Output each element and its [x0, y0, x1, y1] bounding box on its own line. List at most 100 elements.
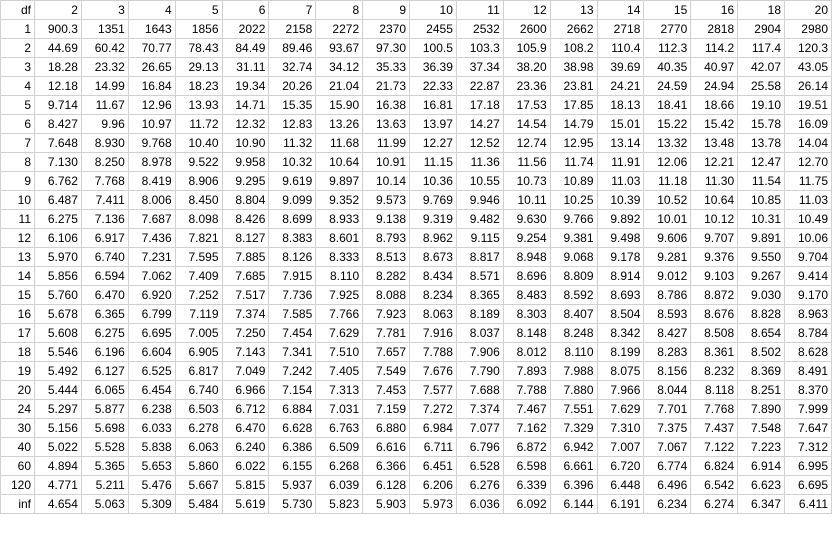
- cell: 6.033: [128, 419, 175, 438]
- cell: 9.958: [222, 153, 269, 172]
- cell: 8.012: [503, 343, 550, 362]
- cell: 5.156: [35, 419, 82, 438]
- cell: 7.405: [316, 362, 363, 381]
- cell: 97.30: [363, 39, 410, 58]
- table-row: 68.4279.9610.9711.7212.3212.8313.2613.63…: [1, 115, 832, 134]
- cell: 6.487: [35, 191, 82, 210]
- cell: 14.79: [550, 115, 597, 134]
- cell: 5.653: [128, 457, 175, 476]
- stat-table: df 23456789101112131415161820 1900.31351…: [0, 0, 832, 514]
- cell: 6.036: [456, 495, 503, 514]
- cell: 10.11: [503, 191, 550, 210]
- cell: 7.272: [410, 400, 457, 419]
- cell: 38.20: [503, 58, 550, 77]
- cell: 18.66: [691, 96, 738, 115]
- cell: 6.339: [503, 476, 550, 495]
- cell: 8.906: [175, 172, 222, 191]
- cell: 100.5: [410, 39, 457, 58]
- cell: 7.685: [222, 267, 269, 286]
- col-header: 12: [503, 1, 550, 20]
- header-row: df 23456789101112131415161820: [1, 1, 832, 20]
- cell: 6.065: [81, 381, 128, 400]
- cell: 6.995: [785, 457, 832, 476]
- cell: 2370: [363, 20, 410, 39]
- cell: 7.657: [363, 343, 410, 362]
- cell: 20.26: [269, 77, 316, 96]
- row-header: 7: [1, 134, 35, 153]
- cell: 900.3: [35, 20, 82, 39]
- cell: 120.3: [785, 39, 832, 58]
- row-header: 9: [1, 172, 35, 191]
- col-header: 7: [269, 1, 316, 20]
- table-row: 145.8566.5947.0627.4097.6857.9158.1108.2…: [1, 267, 832, 286]
- cell: 6.274: [691, 495, 738, 514]
- cell: 14.27: [456, 115, 503, 134]
- cell: 1643: [128, 20, 175, 39]
- cell: 60.42: [81, 39, 128, 58]
- cell: 8.828: [738, 305, 785, 324]
- cell: 42.07: [738, 58, 785, 77]
- cell: 11.03: [597, 172, 644, 191]
- cell: 6.448: [597, 476, 644, 495]
- cell: 7.374: [222, 305, 269, 324]
- cell: 7.231: [128, 248, 175, 267]
- cell: 6.106: [35, 229, 82, 248]
- cell: 9.103: [691, 267, 738, 286]
- cell: 7.467: [503, 400, 550, 419]
- cell: 5.815: [222, 476, 269, 495]
- cell: 17.18: [456, 96, 503, 115]
- cell: 5.546: [35, 343, 82, 362]
- cell: 8.251: [738, 381, 785, 400]
- cell: 15.42: [691, 115, 738, 134]
- cell: 9.012: [644, 267, 691, 286]
- cell: 6.240: [222, 438, 269, 457]
- cell: 9.897: [316, 172, 363, 191]
- cell: 8.063: [410, 305, 457, 324]
- cell: 9.768: [128, 134, 175, 153]
- cell: 5.619: [222, 495, 269, 514]
- cell: 15.78: [738, 115, 785, 134]
- cell: 7.701: [644, 400, 691, 419]
- cell: 5.838: [128, 438, 175, 457]
- cell: 10.90: [222, 134, 269, 153]
- cell: 13.26: [316, 115, 363, 134]
- cell: 6.128: [363, 476, 410, 495]
- cell: 5.937: [269, 476, 316, 495]
- cell: 10.52: [644, 191, 691, 210]
- table-row: 318.2823.3226.6529.1331.1132.7434.1235.3…: [1, 58, 832, 77]
- cell: 7.893: [503, 362, 550, 381]
- cell: 6.720: [597, 457, 644, 476]
- cell: 9.619: [269, 172, 316, 191]
- cell: 7.595: [175, 248, 222, 267]
- cell: 9.892: [597, 210, 644, 229]
- cell: 6.039: [316, 476, 363, 495]
- cell: 6.880: [363, 419, 410, 438]
- cell: 7.005: [175, 324, 222, 343]
- cell: 6.984: [410, 419, 457, 438]
- cell: 14.99: [81, 77, 128, 96]
- cell: 15.22: [644, 115, 691, 134]
- cell: 7.007: [597, 438, 644, 457]
- table-row: 116.2757.1367.6878.0988.4268.6998.9339.1…: [1, 210, 832, 229]
- row-header: 19: [1, 362, 35, 381]
- table-row: 405.0225.5285.8386.0636.2406.3866.5096.6…: [1, 438, 832, 457]
- cell: 10.25: [550, 191, 597, 210]
- row-header: 20: [1, 381, 35, 400]
- cell: 7.411: [81, 191, 128, 210]
- cell: 8.118: [691, 381, 738, 400]
- cell: 6.509: [316, 438, 363, 457]
- cell: 11.54: [738, 172, 785, 191]
- row-header: inf: [1, 495, 35, 514]
- cell: 8.786: [644, 286, 691, 305]
- cell: 6.661: [550, 457, 597, 476]
- cell: 5.484: [175, 495, 222, 514]
- cell: 110.4: [597, 39, 644, 58]
- cell: 8.282: [363, 267, 410, 286]
- cell: 8.361: [691, 343, 738, 362]
- cell: 5.022: [35, 438, 82, 457]
- cell: 8.199: [597, 343, 644, 362]
- cell: 7.067: [644, 438, 691, 457]
- cell: 1856: [175, 20, 222, 39]
- cell: 9.115: [456, 229, 503, 248]
- cell: 9.522: [175, 153, 222, 172]
